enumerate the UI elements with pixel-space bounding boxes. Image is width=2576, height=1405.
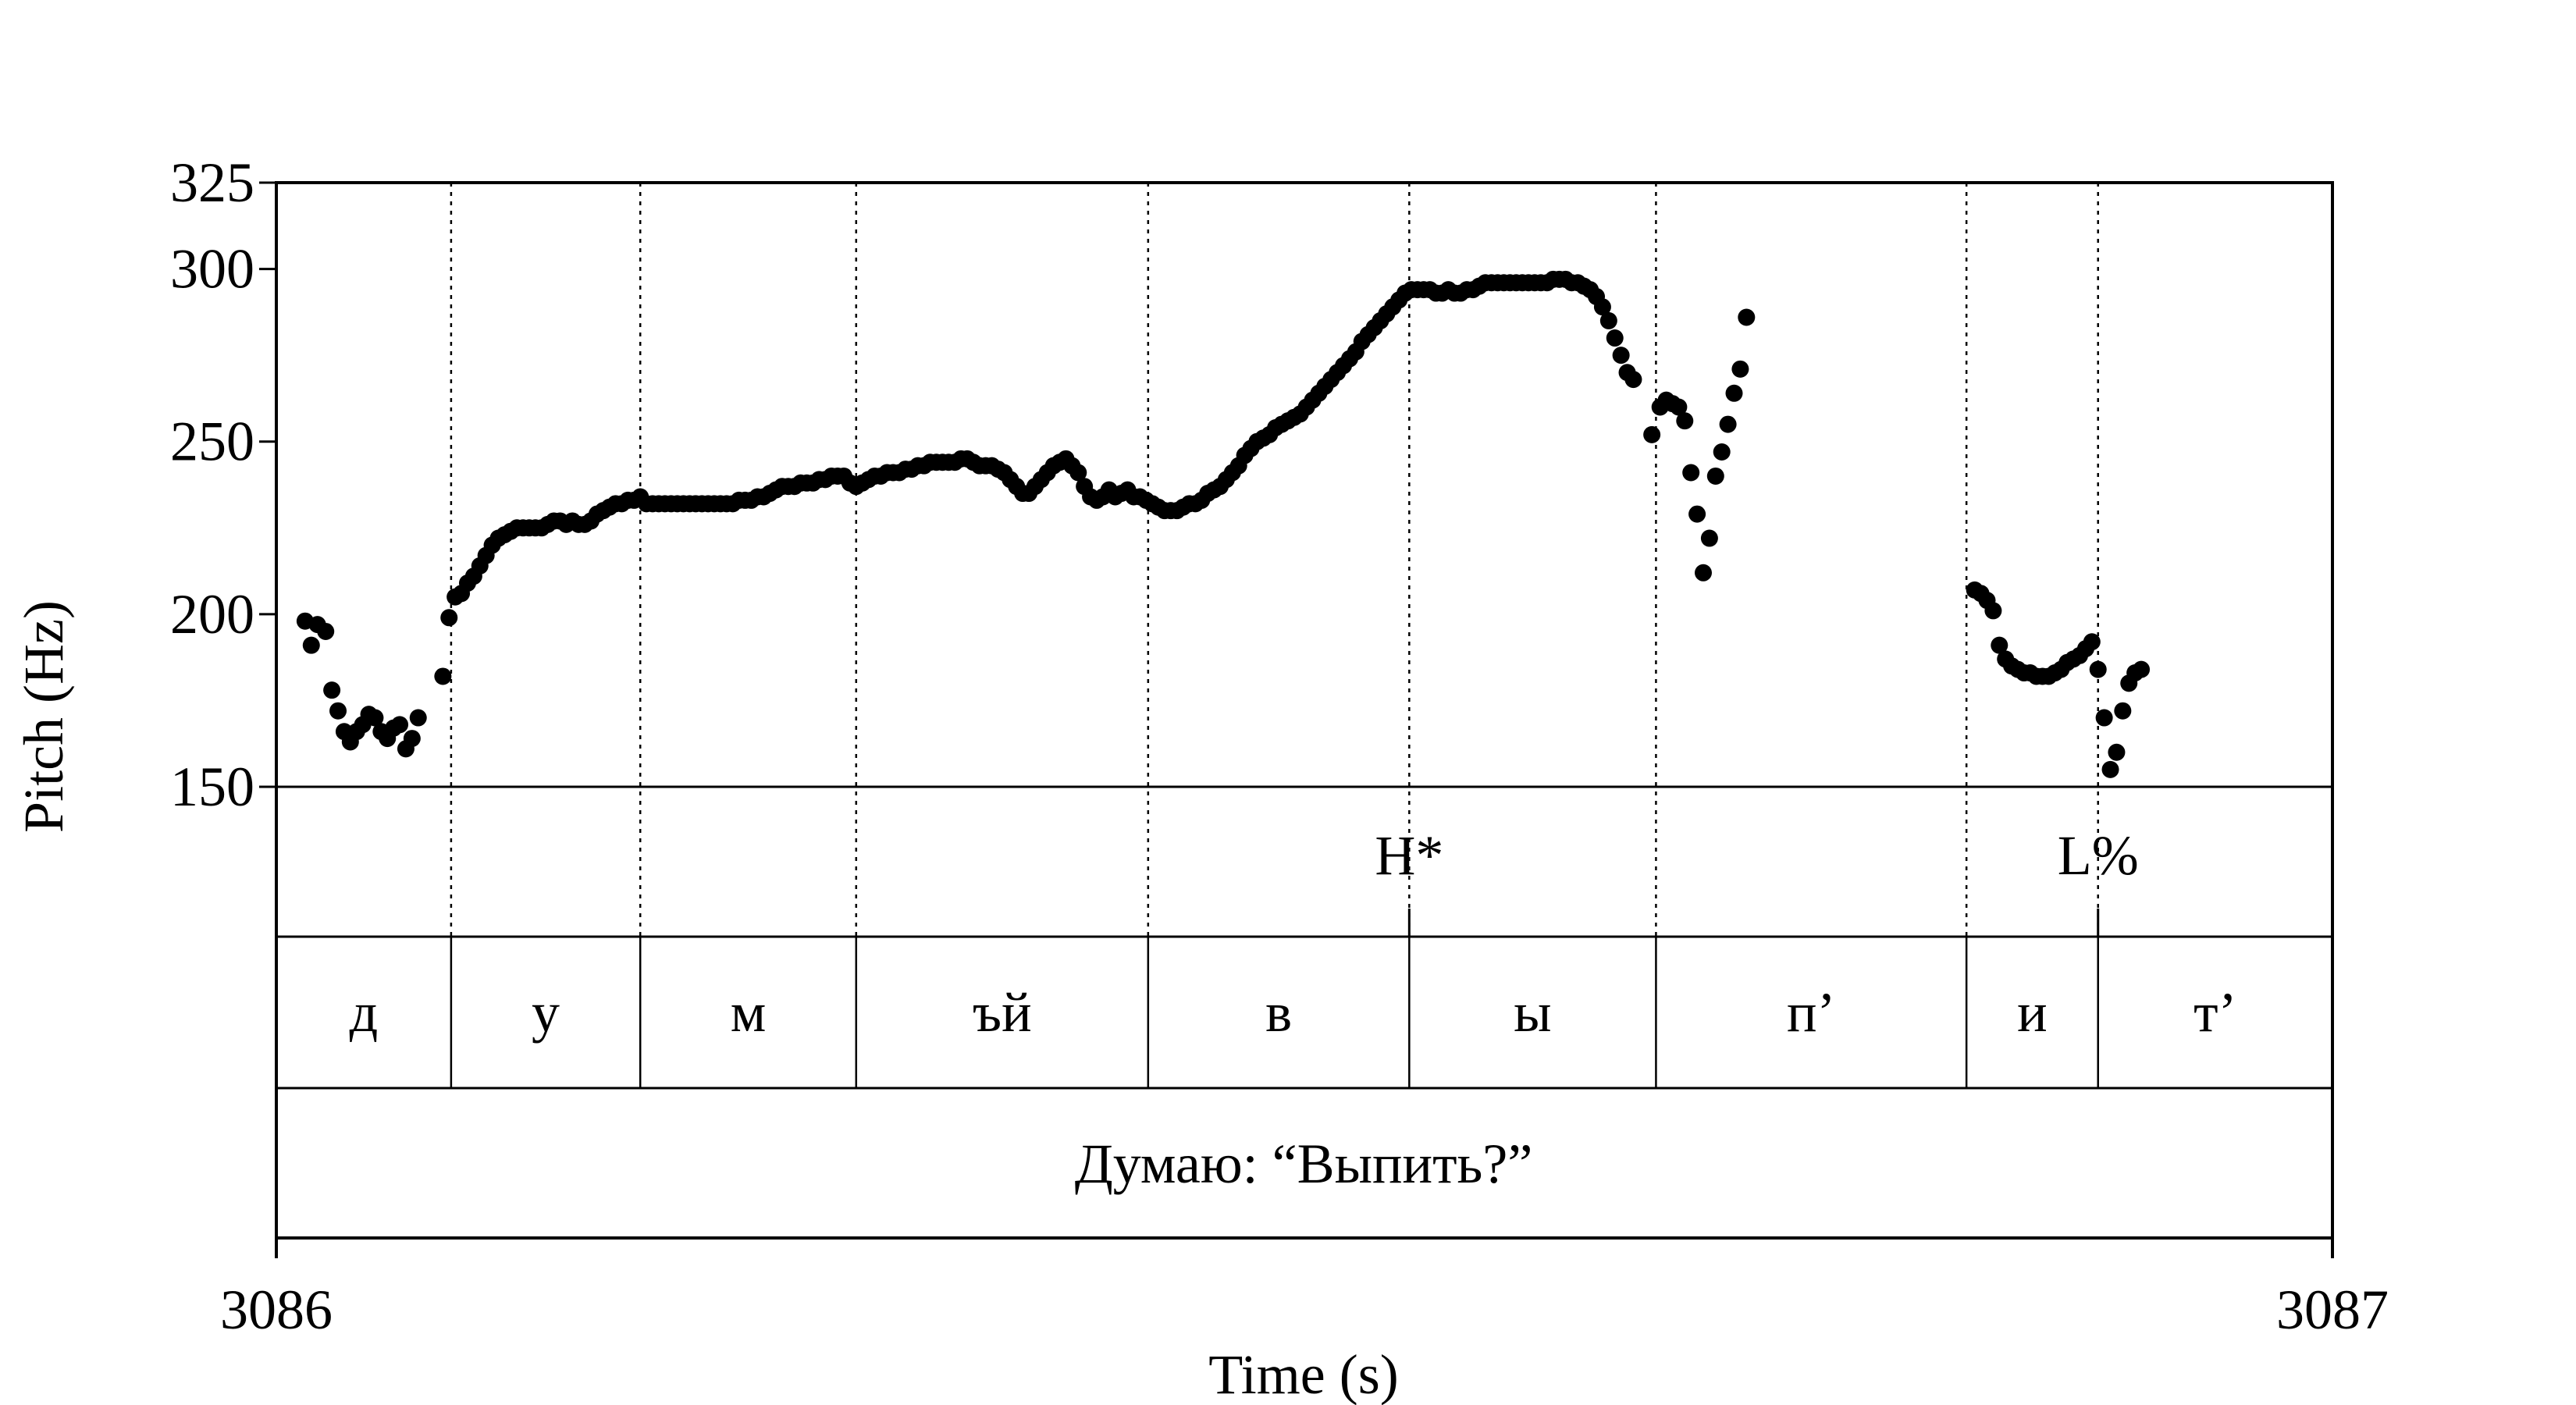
pitch-point bbox=[434, 667, 452, 685]
x-axis-ticks: 3086 3087 bbox=[220, 1238, 2389, 1341]
tone-tier: H* L% bbox=[1375, 824, 2138, 887]
pitch-point bbox=[1670, 398, 1688, 416]
pitch-point bbox=[1593, 298, 1611, 316]
segment-label: ы bbox=[1514, 981, 1551, 1044]
y-tick-label: 150 bbox=[170, 756, 254, 818]
pitch-point bbox=[403, 730, 421, 748]
outer-frame bbox=[275, 181, 2334, 1240]
y-tick-label: 300 bbox=[170, 238, 254, 301]
pitch-point bbox=[1706, 467, 1724, 485]
pitch-point bbox=[1738, 308, 1756, 326]
segment-label: м bbox=[731, 981, 767, 1044]
segment-label: у bbox=[532, 981, 560, 1044]
pitch-point bbox=[1725, 384, 1743, 402]
segment-label: п’ bbox=[1787, 981, 1836, 1044]
segment-label: и bbox=[2017, 981, 2048, 1044]
pitch-point bbox=[317, 622, 335, 640]
pitch-point bbox=[366, 709, 384, 727]
pitch-point bbox=[1700, 529, 1718, 547]
pitch-point bbox=[1694, 564, 1712, 582]
pitch-point bbox=[302, 636, 320, 654]
pitch-point bbox=[2133, 660, 2151, 678]
pitch-point bbox=[2114, 702, 2132, 720]
pitch-point bbox=[323, 681, 341, 699]
pitch-point bbox=[2101, 760, 2119, 778]
figure-frames bbox=[275, 181, 2334, 1240]
utterance-label: Думаю: “Выпить?” bbox=[1075, 1133, 1533, 1195]
segment-label: в bbox=[1265, 981, 1292, 1044]
pitch-point bbox=[409, 709, 427, 727]
pitch-point bbox=[1676, 412, 1694, 430]
segment-label: д bbox=[350, 981, 379, 1044]
tone-label: L% bbox=[2058, 824, 2139, 887]
segment-label: ъй bbox=[973, 981, 1032, 1044]
pitch-point bbox=[329, 702, 347, 720]
pitch-point bbox=[2083, 633, 2101, 651]
pitch-point bbox=[1984, 602, 2002, 620]
pitch-points bbox=[296, 270, 2151, 778]
x-tick-label: 3086 bbox=[220, 1279, 333, 1341]
y-tick-label: 200 bbox=[170, 583, 254, 646]
pitch-point bbox=[1682, 464, 1700, 482]
pitch-point bbox=[1688, 505, 1706, 523]
pitch-point bbox=[1606, 329, 1624, 347]
y-axis-title: Pitch (Hz) bbox=[12, 600, 75, 833]
x-axis-title: Time (s) bbox=[1208, 1343, 1398, 1405]
pitch-point bbox=[391, 716, 409, 734]
segment-tier: д у м ъй в ы п’ и т’ bbox=[350, 981, 2237, 1044]
y-axis-ticks: 150 200 250 300 325 bbox=[170, 151, 276, 818]
tone-label: H* bbox=[1375, 824, 1443, 887]
pitch-point bbox=[1991, 636, 2008, 654]
pitch-point bbox=[2108, 743, 2126, 761]
pitch-point bbox=[1713, 443, 1731, 461]
pitch-point bbox=[1643, 425, 1661, 443]
y-tick-label: 250 bbox=[170, 411, 254, 473]
segment-label: т’ bbox=[2194, 981, 2236, 1044]
pitch-point bbox=[1731, 360, 1749, 378]
pitch-point bbox=[1069, 464, 1087, 482]
pitch-point bbox=[1624, 371, 1642, 389]
pitch-point bbox=[440, 609, 458, 627]
x-tick-label: 3087 bbox=[2276, 1279, 2389, 1341]
pitch-point bbox=[1612, 347, 1630, 365]
segment-boundaries bbox=[450, 183, 2100, 1088]
pitch-point bbox=[2095, 709, 2113, 727]
pitch-point bbox=[1719, 415, 1737, 433]
y-tick-label: 325 bbox=[170, 151, 254, 214]
pitch-point bbox=[1599, 311, 1617, 329]
pitch-point bbox=[2089, 660, 2107, 678]
